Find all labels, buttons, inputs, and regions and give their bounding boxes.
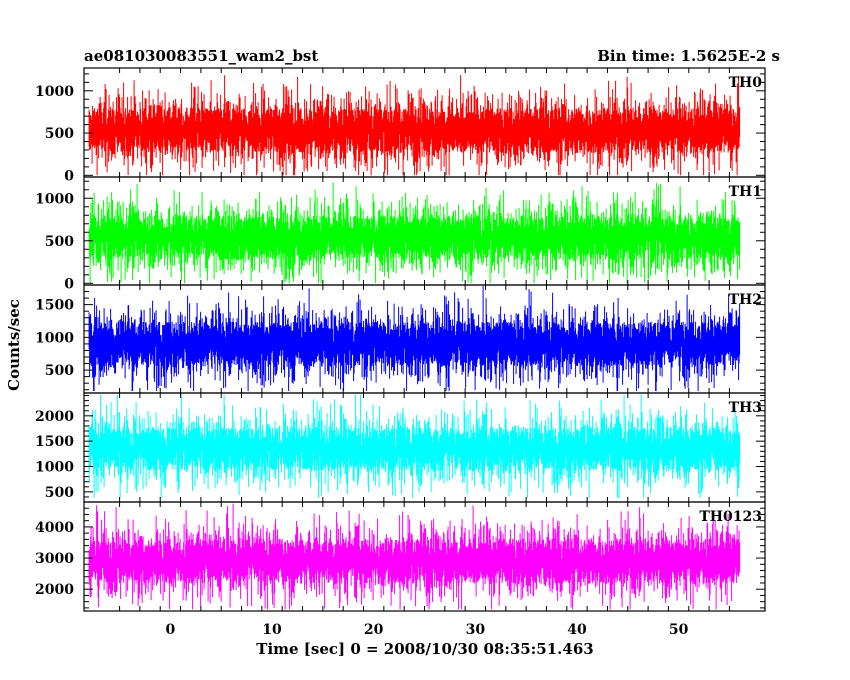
y-tick-label: 2000 [35, 582, 74, 598]
y-tick-label: 500 [45, 363, 74, 379]
y-tick-label: 0 [64, 168, 74, 184]
panel-th2: 500 1000 1500 TH2 [35, 284, 766, 394]
y-axis-label: Counts/sec [5, 299, 23, 391]
series-th0123 [88, 503, 741, 610]
panel-th0123: 2000 3000 4000 TH0123 [35, 501, 766, 612]
x-tick-label: 50 [669, 622, 689, 638]
x-tick-label: 10 [262, 622, 282, 638]
y-tick-label: 0 [64, 276, 74, 292]
x-tick-label: 0 [166, 622, 176, 638]
x-tick-label: 20 [364, 622, 384, 638]
y-tick-label: 1000 [35, 191, 74, 207]
x-axis: 0 10 20 30 40 50 [166, 622, 689, 638]
panel-label-th2: TH2 [729, 292, 762, 308]
panel-th3: 500 1000 1500 2000 TH3 [35, 392, 766, 503]
panel-label-th0123: TH0123 [699, 509, 762, 525]
y-tick-label: 500 [45, 126, 74, 142]
series-th0 [88, 75, 741, 176]
x-tick-label: 30 [466, 622, 486, 638]
panel-th0: 0 500 1000 TH0 [35, 67, 766, 184]
panel-label-th1: TH1 [729, 184, 762, 200]
panel-th1: 0 500 1000 TH1 [35, 176, 766, 292]
y-tick-label: 1500 [35, 298, 74, 314]
y-tick-label: 2000 [35, 409, 74, 425]
panels-group: 0 500 1000 TH0 0 500 1000 TH1 500 1000 1500 TH2 500 1… [35, 67, 766, 612]
series-th1 [88, 182, 741, 284]
x-axis-label: Time [sec] 0 = 2008/10/30 08:35:51.463 [256, 640, 593, 658]
series-th2 [88, 285, 741, 391]
y-tick-label: 4000 [35, 520, 74, 536]
y-tick-label: 1000 [35, 460, 74, 476]
bin-time-label: Bin time: 1.5625E-2 s [597, 47, 780, 65]
y-tick-label: 1000 [35, 84, 74, 100]
y-tick-label: 1500 [35, 434, 74, 450]
chart-title: ae081030083551_wam2_bst [84, 47, 318, 65]
y-tick-label: 500 [45, 234, 74, 250]
x-tick-label: 40 [567, 622, 587, 638]
y-tick-label: 3000 [35, 551, 74, 567]
y-tick-label: 1000 [35, 330, 74, 346]
panel-label-th0: TH0 [729, 75, 763, 91]
y-tick-label: 500 [45, 485, 74, 501]
panel-label-th3: TH3 [729, 400, 762, 416]
series-th3 [88, 394, 741, 498]
